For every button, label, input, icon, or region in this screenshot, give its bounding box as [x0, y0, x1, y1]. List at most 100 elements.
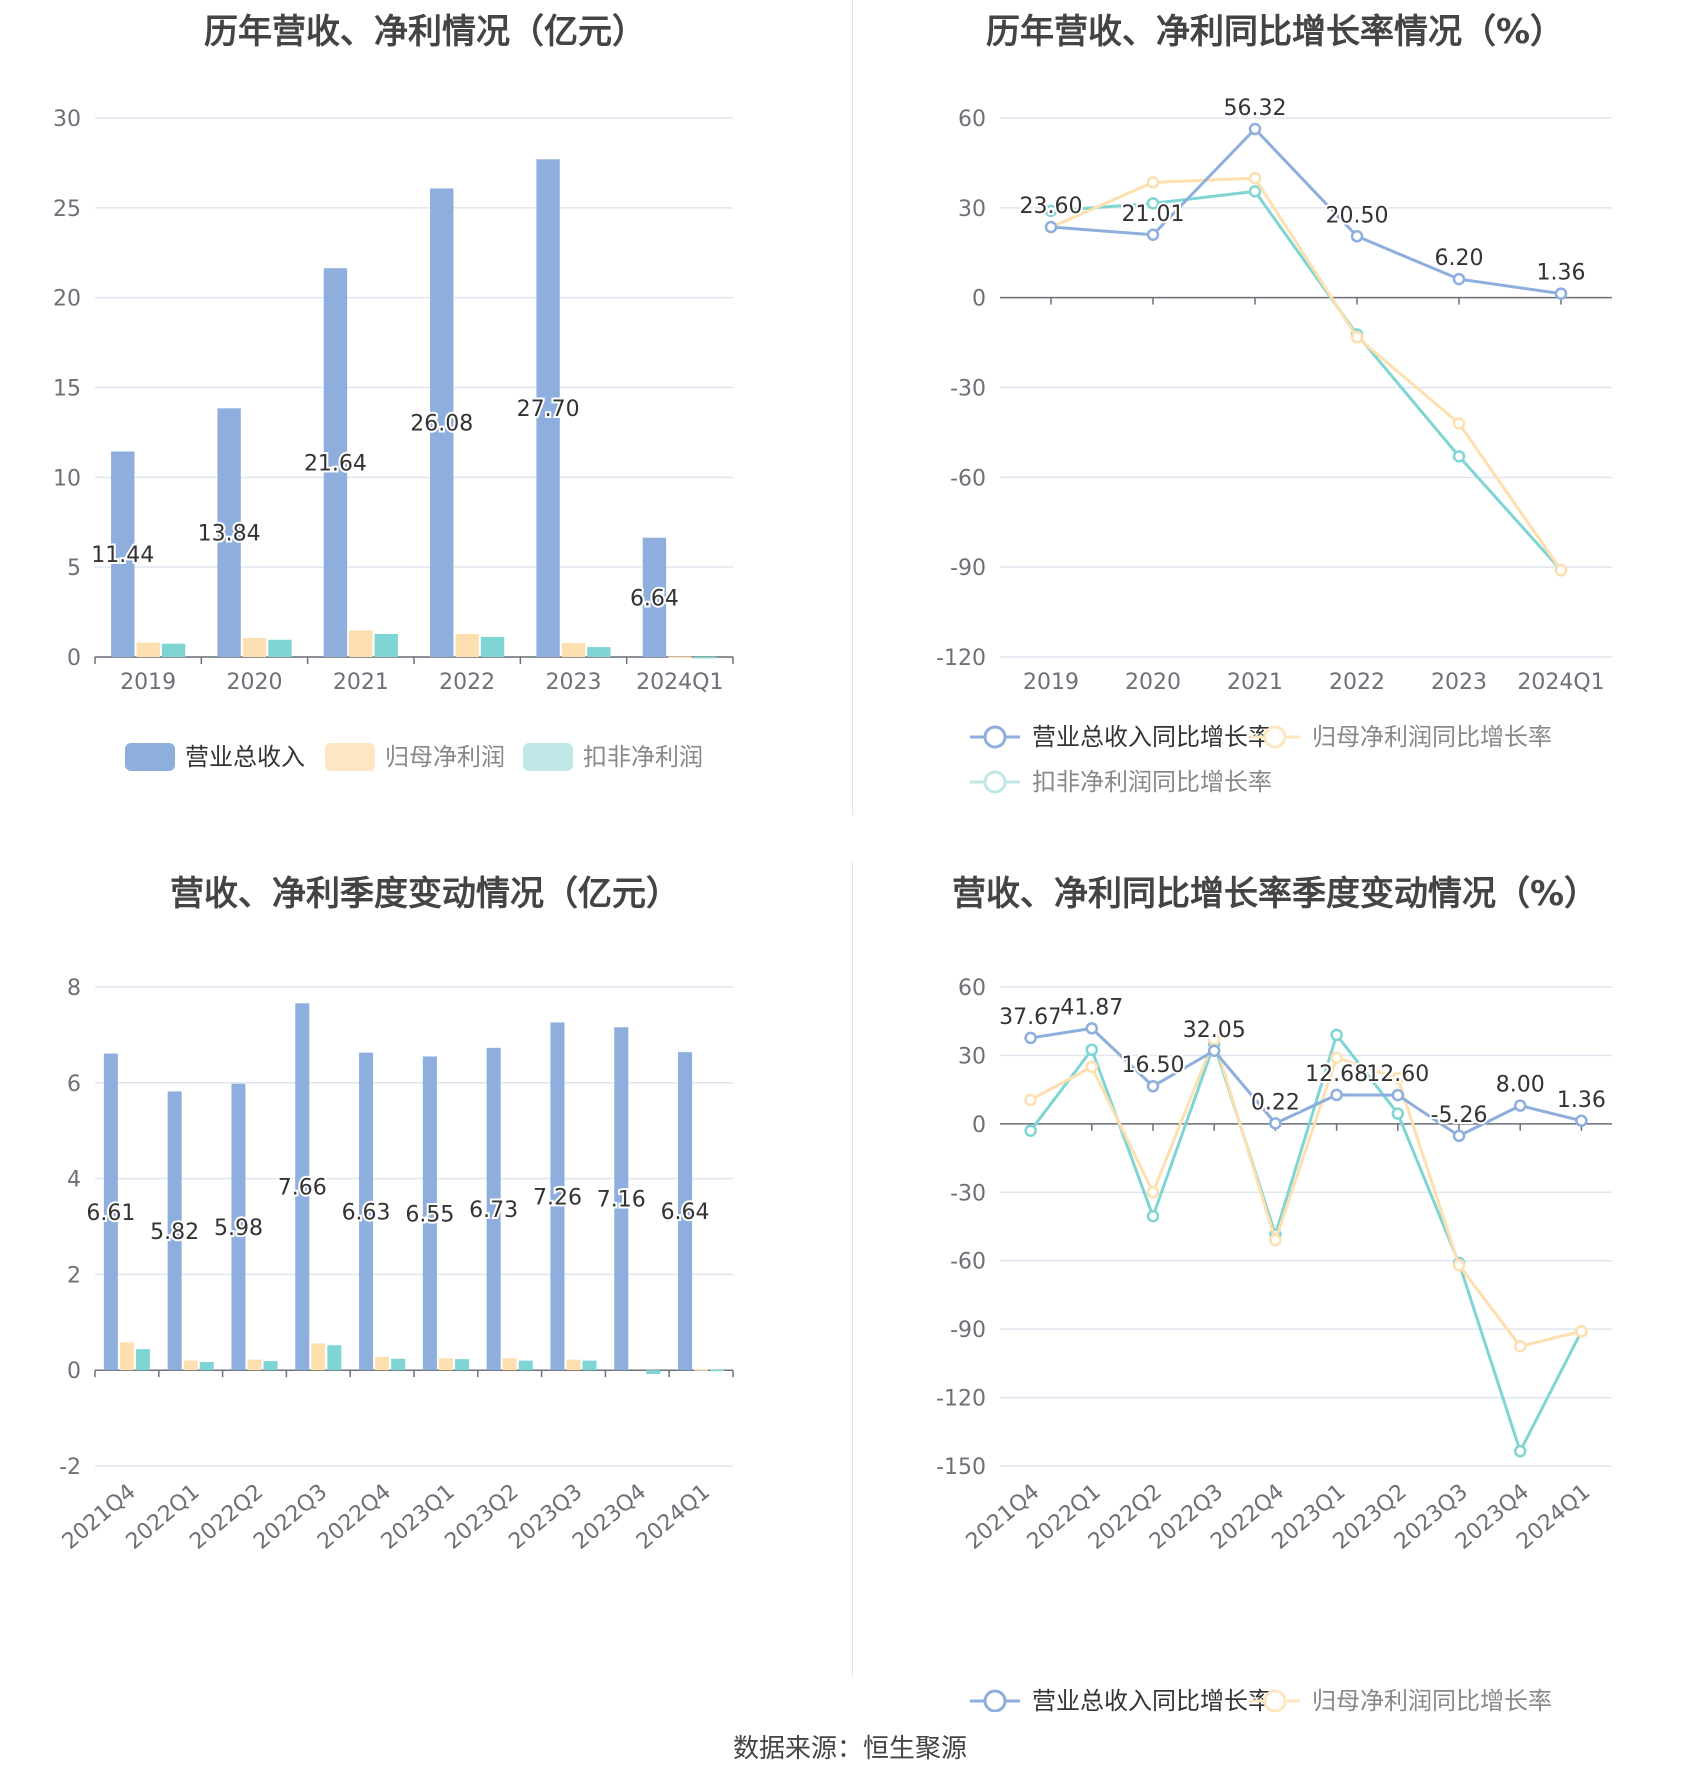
data-label: 6.55 — [405, 1202, 454, 1227]
x-tick-label: 2021 — [333, 670, 389, 695]
data-label: 11.44 — [91, 543, 154, 568]
data-source-name: 恒生聚源 — [863, 1734, 968, 1764]
bar — [349, 630, 373, 657]
chart-panel-annual-growth: 历年营收、净利同比增长率情况（%） -120 -90 -60 -30 0 30 60 2019… — [850, 0, 1700, 850]
legend-marker — [983, 1689, 1007, 1712]
bar — [111, 451, 135, 657]
data-point — [1350, 330, 1364, 344]
bar — [454, 1359, 469, 1371]
chart-panel-quarterly-growth: 营收、净利同比增长率季度变动情况（%） -150 -120 -90 -60 -30 0 30… — [850, 862, 1700, 1712]
y-tick-label: 10 — [53, 466, 81, 491]
data-point — [1146, 228, 1160, 242]
data-point — [1513, 1444, 1527, 1458]
data-label: 5.98 — [214, 1216, 263, 1241]
chart-title: 营收、净利季度变动情况（亿元） — [170, 874, 680, 914]
data-point — [1146, 197, 1160, 210]
data-point — [1391, 1071, 1405, 1085]
data-source-label: 数据来源： — [732, 1734, 863, 1764]
y-tick-label: 20 — [53, 287, 81, 312]
data-label: 8.00 — [1496, 1073, 1545, 1098]
bar — [263, 1361, 278, 1371]
data-label: 6.73 — [469, 1198, 518, 1223]
bar — [518, 1360, 533, 1371]
y-tick-label: 5 — [67, 556, 81, 581]
y-tick-label: -60 — [950, 1250, 986, 1275]
bar — [295, 1003, 310, 1371]
y-tick-label: -30 — [950, 377, 986, 402]
data-point — [1452, 1259, 1466, 1272]
series-line — [1030, 1026, 1582, 1138]
y-tick-label: -60 — [950, 466, 986, 491]
chart-svg: -2024682021Q42022Q12022Q22022Q32022Q4202… — [58, 976, 734, 1555]
bar — [217, 408, 241, 657]
x-tick-label: 2023 — [1431, 670, 1487, 695]
data-label: 26.08 — [410, 412, 473, 437]
data-point — [1513, 1340, 1527, 1353]
y-tick-label: 8 — [67, 976, 81, 1001]
bar — [550, 1022, 565, 1371]
bar — [391, 1358, 406, 1371]
legend-label: 归母净利润同比增长率 — [1312, 723, 1552, 751]
bar — [502, 1358, 517, 1371]
data-label: 0.22 — [1251, 1090, 1300, 1115]
bar — [199, 1362, 214, 1371]
chart-svg: -150-120-90-60-30030602021Q42022Q12022Q2… — [936, 976, 1612, 1712]
data-point — [1024, 1124, 1037, 1137]
bar — [430, 188, 454, 658]
data-label: 41.87 — [1060, 995, 1123, 1020]
y-tick-label: -90 — [950, 556, 986, 581]
bar — [183, 1360, 198, 1371]
x-tick-label: 2024Q1 — [1517, 670, 1604, 695]
legend-marker — [983, 725, 1007, 749]
y-tick-label: 4 — [67, 1168, 81, 1193]
bar — [642, 537, 667, 657]
data-label: 23.60 — [1020, 194, 1083, 219]
data-label: 7.26 — [533, 1185, 582, 1210]
data-point — [1146, 1186, 1160, 1199]
data-point — [1085, 1060, 1099, 1074]
legend-label: 扣非净利润 — [583, 743, 703, 771]
data-point — [1207, 1033, 1221, 1046]
x-tick-label: 2020 — [1125, 670, 1181, 695]
data-label: 6.63 — [342, 1200, 391, 1225]
data-label: 1.36 — [1537, 261, 1586, 286]
data-point — [1024, 1031, 1037, 1045]
bar — [486, 1047, 501, 1371]
data-point — [1269, 1233, 1282, 1247]
data-label: 21.64 — [304, 452, 367, 477]
data-point — [1391, 1107, 1405, 1120]
chart-panel-annual-values: 历年营收、净利情况（亿元） 0 5 10 15 20 25 30 2019 2020 2021 20… — [0, 0, 850, 850]
data-point — [1085, 1043, 1099, 1056]
data-point — [1269, 1117, 1282, 1130]
data-point — [1452, 450, 1466, 463]
legend-label: 营业总收入同比增长率 — [1032, 1687, 1272, 1712]
series-line — [1050, 176, 1563, 572]
data-label: 12.68 — [1305, 1062, 1368, 1087]
legend-label: 归母净利润同比增长率 — [1312, 1687, 1552, 1712]
data-label: 21.01 — [1122, 202, 1185, 227]
data-point — [1146, 1079, 1160, 1093]
data-label: 56.32 — [1224, 96, 1287, 121]
data-point — [1085, 1022, 1099, 1035]
bar — [694, 1369, 709, 1371]
bar — [710, 1369, 725, 1372]
bar — [359, 1052, 374, 1371]
panel-divider — [852, 862, 853, 1677]
y-tick-label: -90 — [950, 1318, 986, 1343]
data-label: 37.67 — [999, 1005, 1062, 1030]
data-point — [1146, 176, 1160, 189]
data-label: 5.82 — [150, 1220, 199, 1245]
data-point — [1024, 1093, 1037, 1107]
bar — [103, 1053, 118, 1371]
bar — [561, 642, 586, 657]
bar — [678, 1052, 693, 1371]
data-label: 27.70 — [517, 397, 580, 422]
bar — [268, 639, 292, 657]
y-tick-label: -120 — [936, 1387, 986, 1412]
data-label: 6.64 — [661, 1200, 710, 1225]
y-tick-label: 15 — [53, 377, 81, 402]
data-point — [1044, 204, 1058, 218]
series-line — [1050, 189, 1563, 572]
bar — [247, 1359, 262, 1371]
y-tick-label: 6 — [67, 1072, 81, 1097]
